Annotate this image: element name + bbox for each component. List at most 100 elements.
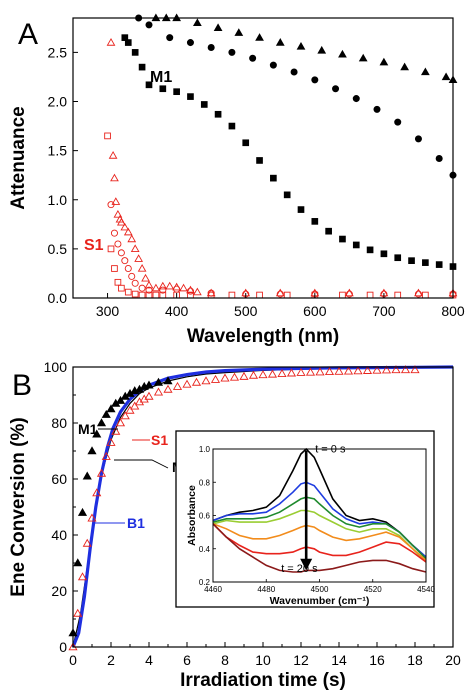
data-point: [420, 67, 430, 76]
data-point: [414, 290, 422, 298]
x-tick-label: 4: [145, 652, 153, 668]
data-point: [297, 206, 305, 213]
data-point: [166, 34, 174, 42]
inset-series-line: [212, 523, 427, 573]
data-point: [124, 265, 132, 273]
data-point: [130, 244, 140, 253]
data-point: [286, 368, 297, 377]
data-point: [228, 48, 236, 56]
data-point: [422, 259, 429, 266]
data-point: [106, 404, 116, 413]
data-point: [290, 68, 298, 76]
data-point: [410, 365, 420, 374]
x-tick-label: 6: [183, 652, 191, 668]
data-point: [372, 365, 382, 374]
x-tick-label: 400: [165, 303, 189, 319]
data-point: [192, 18, 202, 27]
data-point: [249, 54, 257, 62]
data-point: [256, 157, 263, 164]
data-point: [163, 376, 173, 385]
data-point: [400, 365, 411, 374]
data-point: [296, 367, 306, 376]
x-tick-label: 8: [221, 652, 229, 668]
inset-y-tick-label: 0.2: [199, 578, 211, 587]
inset-x-tick-label: 4460: [204, 585, 222, 594]
data-point: [139, 394, 149, 403]
data-point: [228, 122, 236, 130]
x-axis-title: Irradiation time (s): [180, 670, 346, 691]
x-tick-label: 300: [96, 303, 120, 319]
y-tick-label: 60: [51, 471, 67, 487]
data-point: [200, 101, 208, 108]
data-point: [118, 284, 125, 292]
x-tick-label: 18: [407, 652, 423, 668]
data-point: [324, 367, 335, 376]
data-point: [82, 538, 92, 547]
data-point: [191, 377, 202, 386]
data-point: [144, 380, 154, 389]
data-point: [343, 366, 354, 375]
data-point: [353, 366, 363, 375]
data-point: [182, 379, 192, 388]
data-point: [229, 372, 240, 381]
data-point: [145, 21, 153, 29]
data-point: [234, 28, 244, 36]
x-tick-label: 14: [331, 652, 347, 668]
data-point: [338, 49, 347, 58]
data-point: [186, 39, 194, 47]
data-point: [311, 218, 319, 225]
data-point: [296, 41, 306, 50]
data-point: [111, 197, 121, 205]
inset: 4460 4480 4500 4520 4540 0.2 0.4 0.6 0.8 1.0 Waven…: [175, 430, 435, 608]
inset-series-line: [212, 496, 427, 560]
data-point: [325, 227, 332, 235]
data-point: [332, 85, 340, 93]
data-point: [275, 38, 285, 46]
data-point: [380, 250, 388, 258]
inset-y-tick-label: 0.8: [199, 478, 211, 487]
y-tick-label: 100: [44, 359, 68, 375]
data-point: [134, 397, 145, 406]
data-point: [77, 507, 88, 516]
data-point: [106, 38, 116, 46]
x-tick-label: 0: [69, 652, 77, 668]
data-point: [106, 437, 116, 446]
x-tick-label: 600: [303, 303, 327, 319]
data-point: [120, 222, 130, 231]
data-point: [124, 39, 132, 46]
data-point: [207, 43, 215, 51]
data-point: [127, 234, 137, 243]
data-point: [138, 63, 146, 71]
data-point: [144, 280, 154, 289]
data-point: [277, 369, 287, 378]
data-point: [128, 272, 136, 280]
data-point: [110, 173, 119, 182]
inset-y-tick-label: 1.0: [199, 445, 211, 454]
data-point: [192, 287, 202, 296]
data-point: [123, 227, 133, 236]
data-point: [283, 191, 291, 199]
data-point: [381, 365, 392, 374]
data-point: [435, 261, 443, 268]
inset-series-line: [212, 523, 427, 562]
x-tick-label: 10: [255, 652, 271, 668]
annotation-s1: S1: [151, 432, 168, 448]
data-point: [201, 376, 211, 385]
inset-arrow-head: [300, 558, 313, 571]
data-point: [96, 418, 107, 427]
data-point: [267, 369, 278, 378]
data-point: [77, 572, 88, 581]
data-point: [96, 468, 107, 477]
data-point: [107, 245, 115, 253]
data-point: [92, 488, 102, 497]
data-point: [172, 381, 183, 390]
y-tick-label: 80: [51, 415, 67, 431]
inset-x-tick-label: 4540: [417, 585, 435, 594]
data-point: [125, 405, 135, 414]
x-tick-label: 700: [372, 303, 396, 319]
y-tick-label: 1.5: [48, 143, 68, 159]
data-point: [101, 451, 111, 460]
data-point: [391, 365, 401, 374]
data-point: [107, 201, 115, 209]
data-point: [248, 370, 259, 379]
